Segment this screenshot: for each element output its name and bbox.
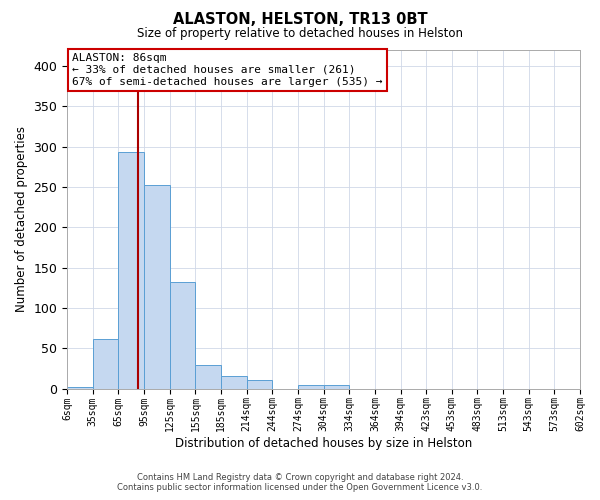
Text: Contains HM Land Registry data © Crown copyright and database right 2024.
Contai: Contains HM Land Registry data © Crown c…: [118, 473, 482, 492]
Bar: [247, 380, 272, 388]
Bar: [196, 365, 221, 388]
Bar: [93, 338, 118, 388]
Text: ALASTON: 86sqm
← 33% of detached houses are smaller (261)
67% of semi-detached h: ALASTON: 86sqm ← 33% of detached houses …: [72, 54, 383, 86]
Text: Size of property relative to detached houses in Helston: Size of property relative to detached ho…: [137, 28, 463, 40]
Bar: [323, 384, 349, 388]
Bar: [221, 376, 247, 388]
Text: ALASTON, HELSTON, TR13 0BT: ALASTON, HELSTON, TR13 0BT: [173, 12, 427, 28]
Bar: [67, 387, 93, 388]
Bar: [144, 184, 170, 388]
Y-axis label: Number of detached properties: Number of detached properties: [15, 126, 28, 312]
Bar: [170, 282, 196, 389]
Bar: [118, 152, 144, 388]
X-axis label: Distribution of detached houses by size in Helston: Distribution of detached houses by size …: [175, 437, 472, 450]
Bar: [298, 386, 323, 388]
